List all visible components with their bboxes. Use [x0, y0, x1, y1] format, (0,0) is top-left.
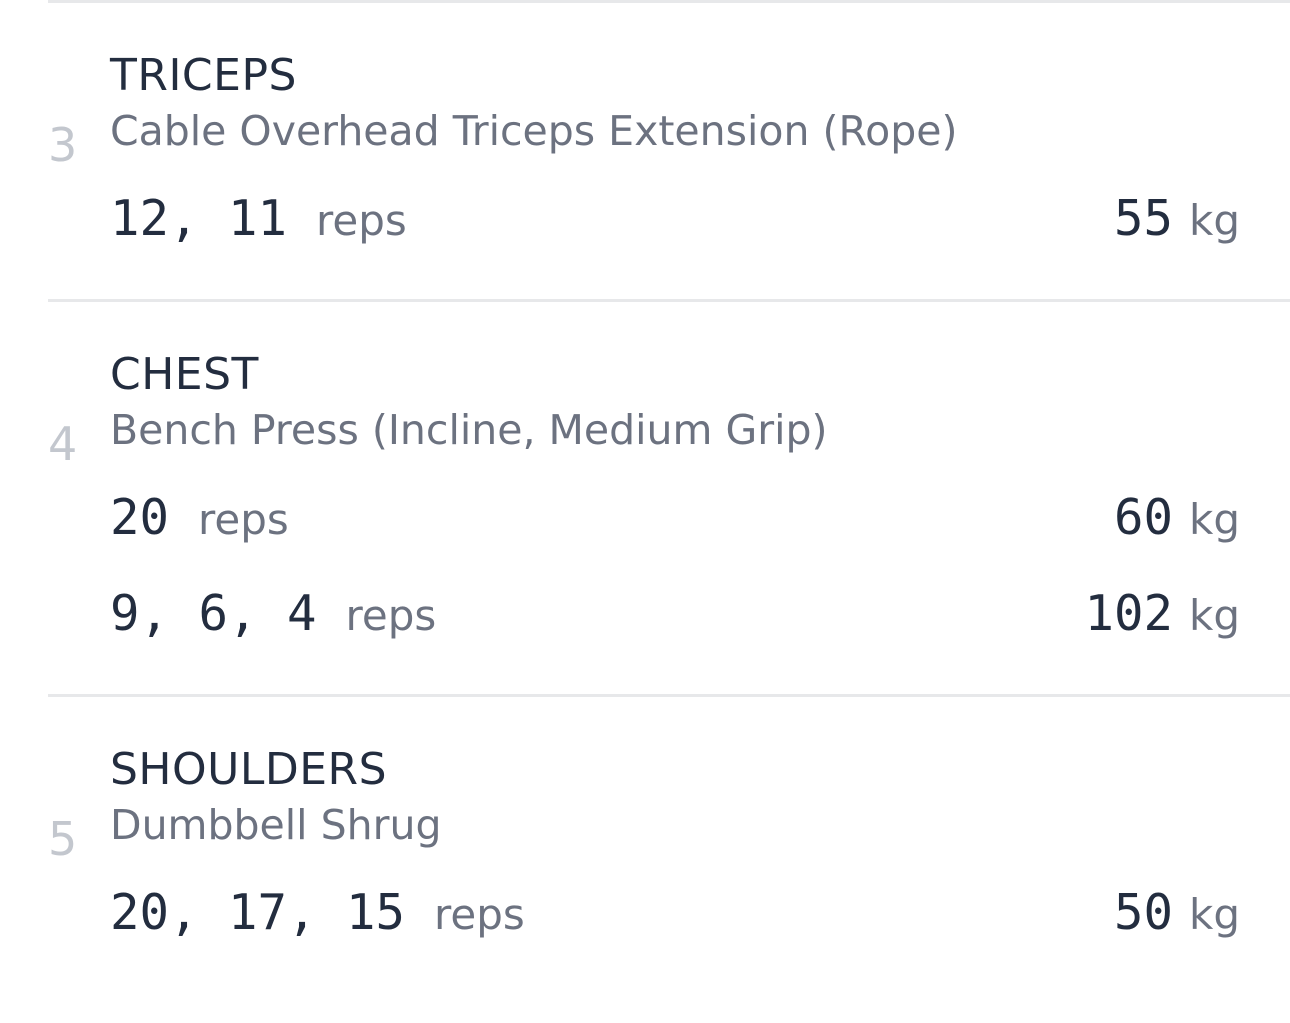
reps-unit-label: reps [345, 591, 437, 640]
reps-value: 12, 11 [110, 190, 288, 247]
weight-unit-label: kg [1189, 591, 1240, 640]
muscle-group-label: CHEST [110, 349, 259, 400]
exercise-content: SHOULDERS Dumbbell Shrug 20, 17, 15 reps… [110, 741, 1240, 943]
weight-value: 102 [1084, 585, 1174, 642]
weight-unit-label: kg [1189, 495, 1240, 544]
reps-unit-label: reps [198, 495, 289, 544]
set-row: 20 reps 60 kg [110, 490, 1240, 548]
reps-group: 20 reps [110, 490, 289, 548]
weight-value: 60 [1114, 489, 1174, 546]
weight-unit-label: kg [1189, 890, 1240, 939]
exercise-name-label: Bench Press (Incline, Medium Grip) [110, 406, 828, 454]
exercise-item[interactable]: 4 CHEST Bench Press (Incline, Medium Gri… [48, 299, 1290, 694]
exercise-name-label: Cable Overhead Triceps Extension (Rope) [110, 107, 958, 155]
reps-group: 20, 17, 15 reps [110, 885, 525, 943]
set-row: 9, 6, 4 reps 102 kg [110, 586, 1240, 644]
exercise-item[interactable]: 5 SHOULDERS Dumbbell Shrug 20, 17, 15 re… [48, 694, 1290, 993]
muscle-group-label: TRICEPS [110, 50, 297, 101]
reps-unit-label: reps [316, 196, 407, 245]
exercise-name-label: Dumbbell Shrug [110, 801, 442, 849]
reps-group: 12, 11 reps [110, 191, 407, 249]
reps-value: 9, 6, 4 [110, 585, 317, 642]
exercise-content: CHEST Bench Press (Incline, Medium Grip)… [110, 346, 1240, 644]
weight-value: 55 [1114, 190, 1174, 247]
weight-value: 50 [1114, 884, 1174, 941]
set-row: 12, 11 reps 55 kg [110, 191, 1240, 249]
reps-value: 20, 17, 15 [110, 884, 406, 941]
exercise-item[interactable]: 3 TRICEPS Cable Overhead Triceps Extensi… [48, 0, 1290, 299]
reps-unit-label: reps [434, 890, 525, 939]
set-rows: 12, 11 reps 55 kg [110, 191, 1240, 249]
exercise-list: 3 TRICEPS Cable Overhead Triceps Extensi… [48, 0, 1290, 993]
muscle-group-label: SHOULDERS [110, 744, 388, 795]
weight-group: 60 kg [1114, 490, 1240, 548]
weight-group: 102 kg [1085, 586, 1241, 644]
exercise-index: 3 [48, 118, 78, 172]
reps-value: 20 [110, 489, 170, 546]
reps-group: 9, 6, 4 reps [110, 586, 436, 644]
exercise-content: TRICEPS Cable Overhead Triceps Extension… [110, 47, 1240, 249]
weight-group: 50 kg [1114, 885, 1240, 943]
set-rows: 20, 17, 15 reps 50 kg [110, 885, 1240, 943]
weight-group: 55 kg [1114, 191, 1240, 249]
weight-unit-label: kg [1189, 196, 1240, 245]
exercise-index: 5 [48, 812, 78, 866]
exercise-index: 4 [48, 417, 78, 471]
set-rows: 20 reps 60 kg 9, 6, 4 reps 102 kg [110, 490, 1240, 644]
set-row: 20, 17, 15 reps 50 kg [110, 885, 1240, 943]
